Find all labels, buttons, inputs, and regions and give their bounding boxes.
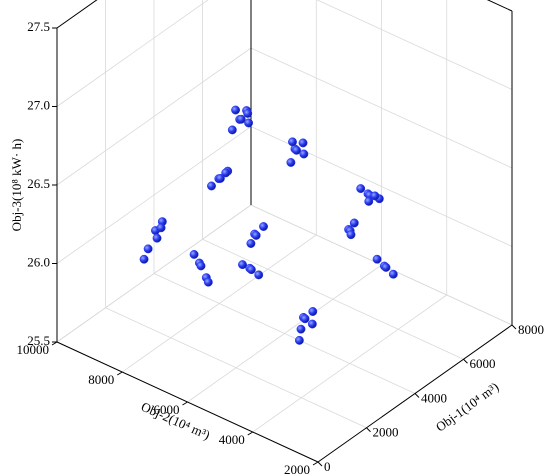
y-tick-label: 10000 (17, 342, 50, 357)
point (356, 184, 366, 194)
point (244, 118, 254, 128)
points (139, 105, 398, 345)
point (349, 218, 359, 228)
point (294, 335, 304, 345)
x-tick-label: 2000 (373, 425, 399, 440)
point (364, 196, 374, 206)
point (139, 254, 149, 264)
point (370, 191, 380, 201)
x-tick (511, 324, 517, 330)
point (286, 158, 296, 167)
grid-line (56, 204, 252, 343)
grid-line (187, 264, 382, 403)
point (207, 181, 216, 191)
point (246, 265, 256, 275)
x-tick-label: 6000 (470, 356, 496, 371)
labels: Obj-3(10⁸ kW· h) Obj-2(10⁴ m³) Obj-1(10⁴… (9, 19, 544, 475)
point (236, 114, 246, 124)
point (246, 239, 256, 248)
z-tick-label: 26.0 (27, 254, 50, 269)
box-edges (51, 0, 517, 467)
point (152, 233, 162, 243)
x-tick-label: 0 (324, 459, 331, 474)
y-tick (182, 401, 188, 406)
point (221, 168, 231, 178)
point (189, 249, 199, 259)
y-tick (247, 431, 254, 436)
x-tick-label: 8000 (518, 322, 544, 337)
point (254, 270, 264, 280)
point (238, 260, 247, 270)
point (259, 222, 268, 231)
x-tick-label: 4000 (421, 390, 447, 405)
point (388, 269, 398, 279)
point (300, 314, 310, 324)
point (156, 223, 166, 233)
z-tick-label: 27.5 (27, 19, 50, 34)
y-tick (51, 341, 58, 346)
y-tick-label: 8000 (88, 372, 114, 387)
point (251, 230, 261, 240)
y-tick-label: 2000 (284, 462, 310, 475)
point (346, 230, 356, 240)
point (227, 125, 237, 135)
point (299, 149, 309, 159)
point (243, 108, 253, 118)
point (372, 254, 382, 264)
point (292, 145, 301, 155)
axis-edge (317, 324, 513, 463)
point (381, 262, 391, 272)
z-tick-label: 26.5 (27, 176, 50, 191)
y-tick-label: 4000 (219, 432, 245, 447)
point (308, 307, 318, 316)
point (196, 261, 206, 271)
z-tick-label: 25.5 (27, 333, 50, 348)
x-tick (366, 427, 371, 433)
point (288, 137, 297, 147)
y-tick (312, 461, 319, 466)
point (231, 105, 241, 115)
axis-edge (56, 341, 319, 463)
y-tick (116, 371, 123, 376)
point (296, 324, 306, 334)
z-axis-label: Obj-3(10⁸ kW· h) (9, 139, 24, 232)
axis-edge (56, 0, 98, 29)
x-tick (463, 358, 468, 364)
grid-line (122, 234, 317, 373)
point (215, 173, 225, 183)
z-tick-label: 27.0 (27, 97, 50, 112)
point (143, 244, 153, 254)
y-tick-label: 6000 (154, 402, 180, 417)
x-tick (414, 393, 420, 398)
x-tick (317, 461, 323, 467)
point (307, 319, 317, 329)
point (203, 277, 213, 287)
point (298, 138, 308, 148)
grid-line (252, 294, 447, 433)
x-axis-label: Obj-1(10⁴ m³) (433, 379, 502, 435)
